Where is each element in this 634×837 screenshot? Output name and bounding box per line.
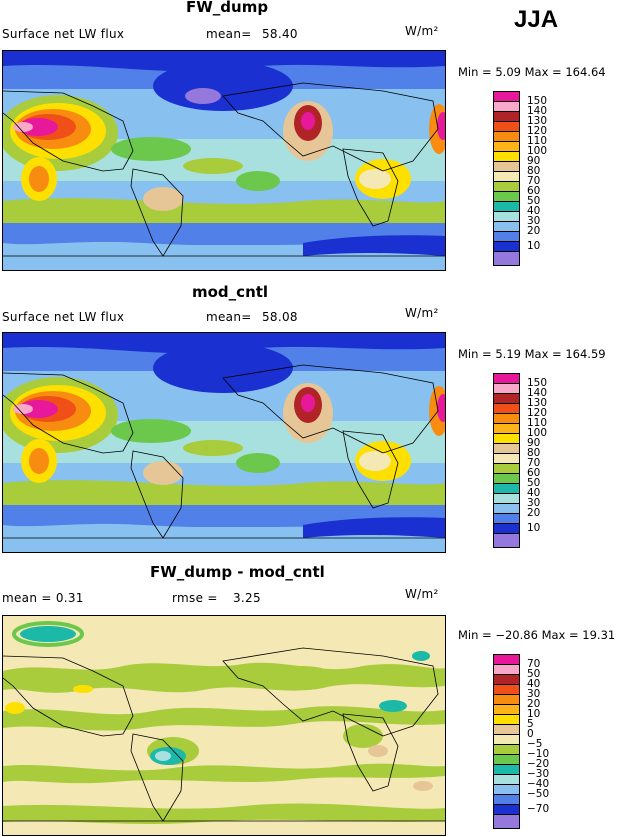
panel-3-colorbar-label: 70 xyxy=(527,658,541,670)
panel-1-colorbar-label: 50 xyxy=(527,195,541,207)
panel-2-colorbar-label: 40 xyxy=(527,487,541,499)
panel-3-colorbar-label: −5 xyxy=(527,738,543,750)
panel-2-colorbar-label: 110 xyxy=(527,417,548,429)
panel-2-colorbar-label: 20 xyxy=(527,507,541,519)
season-label: JJA xyxy=(514,6,559,33)
panel-1-colorbar-label: 150 xyxy=(527,95,548,107)
panel-3-colorbar-label: −70 xyxy=(527,803,550,815)
panel-1-variable-label: Surface net LW flux xyxy=(2,27,125,41)
panel-1-colorbar-label: 120 xyxy=(527,125,548,137)
panel-3-colorbar-label: −10 xyxy=(527,748,550,760)
panel-1-colorbar-swatch xyxy=(493,251,520,266)
panel-3-colorbar-label: 5 xyxy=(527,718,534,730)
panel-2-units: W/m² xyxy=(405,306,439,320)
panel-1-map-svg xyxy=(3,51,445,270)
panel-3-colorbar-swatch xyxy=(493,814,520,829)
panel-1-colorbar-label: 130 xyxy=(527,115,548,127)
panel-2-variable-label: Surface net LW flux xyxy=(2,310,125,324)
panel-2-colorbar-label: 120 xyxy=(527,407,548,419)
panel-2-colorbar-label: 10 xyxy=(527,522,541,534)
panel-1-colorbar-label: 110 xyxy=(527,135,548,147)
panel-3-colorbar-label: 50 xyxy=(527,668,541,680)
panel-2-map-svg xyxy=(3,333,445,552)
panel-3-colorbar-label: 20 xyxy=(527,698,541,710)
panel-1-units: W/m² xyxy=(405,24,439,38)
panel-2-colorbar-label: 150 xyxy=(527,377,548,389)
panel-3-units: W/m² xyxy=(405,587,439,601)
panel-2-colorbar-label: 140 xyxy=(527,387,548,399)
panel-1-colorbar-label: 90 xyxy=(527,155,541,167)
panel-3-mean-label: mean = 0.31 xyxy=(2,591,84,605)
panel-1-colorbar-label: 70 xyxy=(527,175,541,187)
panel-2-mean-value: 58.08 xyxy=(262,310,298,324)
panel-3-colorbar-label: 40 xyxy=(527,678,541,690)
panel-1-colorbar-label: 140 xyxy=(527,105,548,117)
panel-2-mean-label: mean= xyxy=(206,310,252,324)
panel-1-title: FW_dump xyxy=(186,0,269,16)
panel-3-colorbar-label: −50 xyxy=(527,788,550,800)
panel-1-minmax: Min = 5.09 Max = 164.64 xyxy=(458,65,606,79)
panel-3-rmse-label: rmse = xyxy=(172,591,218,605)
panel-3-map xyxy=(2,615,446,836)
panel-2-colorbar-label: 100 xyxy=(527,427,548,439)
panel-2-minmax: Min = 5.19 Max = 164.59 xyxy=(458,347,606,361)
panel-1-mean-label: mean= xyxy=(206,27,252,41)
panel-3-colorbar-label: 30 xyxy=(527,688,541,700)
panel-1-colorbar-label: 60 xyxy=(527,185,541,197)
panel-1-mean-value: 58.40 xyxy=(262,27,298,41)
panel-2-colorbar-label: 90 xyxy=(527,437,541,449)
panel-3-title: FW_dump - mod_cntl xyxy=(150,563,325,581)
panel-3-colorbar-label: 10 xyxy=(527,708,541,720)
panel-2-colorbar-label: 30 xyxy=(527,497,541,509)
panel-1-colorbar-label: 100 xyxy=(527,145,548,157)
panel-3-colorbar-label: −40 xyxy=(527,778,550,790)
panel-2-map xyxy=(2,332,446,553)
panel-1-map xyxy=(2,50,446,271)
panel-3-rmse-value: 3.25 xyxy=(233,591,261,605)
panel-2-colorbar-label: 80 xyxy=(527,447,541,459)
panel-1-colorbar-label: 30 xyxy=(527,215,541,227)
panel-2-colorbar-label: 60 xyxy=(527,467,541,479)
panel-2-colorbar-label: 70 xyxy=(527,457,541,469)
panel-1-colorbar-label: 20 xyxy=(527,225,541,237)
panel-2-colorbar-label: 50 xyxy=(527,477,541,489)
panel-2-colorbar-label: 130 xyxy=(527,397,548,409)
panel-3-colorbar-label: −20 xyxy=(527,758,550,770)
panel-2-colorbar-swatch xyxy=(493,533,520,548)
panel-3-colorbar-label: 0 xyxy=(527,728,534,740)
panel-1-colorbar-label: 80 xyxy=(527,165,541,177)
panel-3-colorbar-label: −30 xyxy=(527,768,550,780)
panel-3-map-svg xyxy=(3,616,445,835)
panel-1-colorbar-label: 40 xyxy=(527,205,541,217)
panel-3-minmax: Min = −20.86 Max = 19.31 xyxy=(458,628,616,642)
panel-2-title: mod_cntl xyxy=(192,283,269,301)
panel-1-colorbar-label: 10 xyxy=(527,240,541,252)
